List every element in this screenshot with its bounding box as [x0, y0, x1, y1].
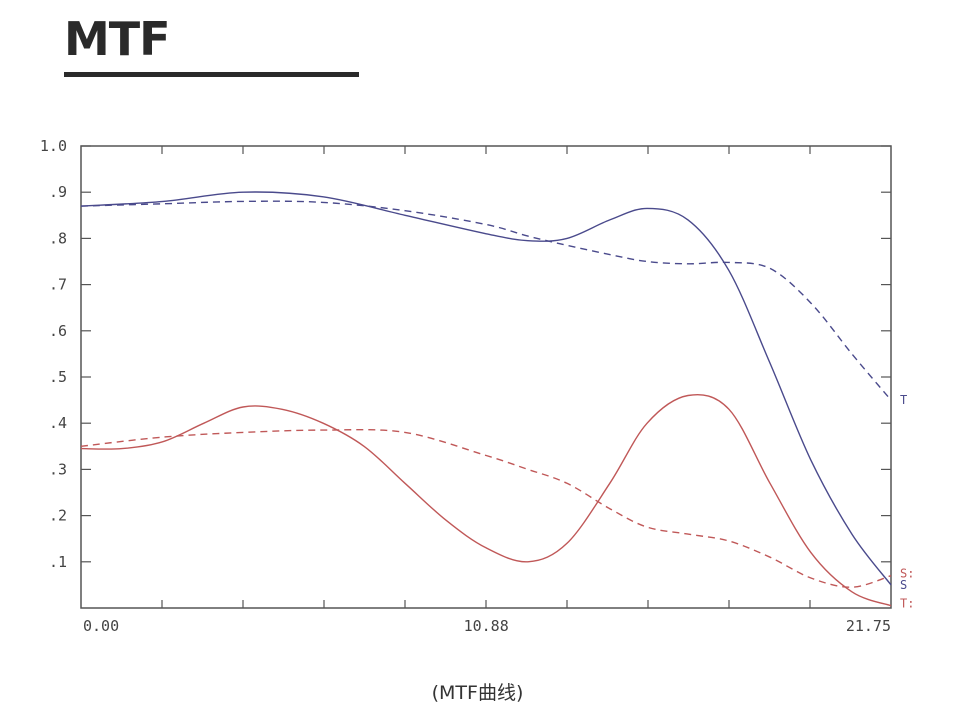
y-tick-label: .9	[49, 183, 67, 201]
y-tick-label: .3	[49, 460, 67, 478]
x-axis: 0.00 10.88 21.75	[83, 146, 891, 635]
y-tick-label: .8	[49, 229, 67, 247]
series-line-s-dashed	[80, 200, 892, 401]
series-line-t-solid	[80, 191, 892, 586]
y-tick-label: .2	[49, 507, 67, 525]
series-line-t-solid	[80, 393, 892, 607]
series-label: T	[900, 393, 907, 407]
y-axis: .1 .2 .3 .4 .5 .6 .7 .8 .9 1.0	[40, 137, 891, 571]
chart-caption: (MTF曲线)	[431, 682, 524, 704]
y-tick-label: .1	[49, 553, 67, 571]
y-tick-label: .4	[49, 414, 67, 432]
series-tags: T SS: T:	[900, 393, 914, 610]
plot-frame	[80, 145, 892, 609]
x-tick-label: 10.88	[464, 617, 509, 635]
series-label: S:	[900, 566, 914, 580]
series-layer	[80, 191, 892, 607]
y-tick-label: .6	[49, 322, 67, 340]
series-label: T:	[900, 596, 914, 610]
series-label: S	[900, 578, 907, 592]
x-tick-label: 0.00	[83, 617, 119, 635]
title-underline	[64, 72, 359, 77]
y-tick-label: .5	[49, 368, 67, 386]
page-title: MTF	[64, 12, 171, 66]
x-tick-label: 21.75	[846, 617, 891, 635]
y-tick-label: .7	[49, 276, 67, 294]
y-tick-label: 1.0	[40, 137, 67, 155]
series-line-s-dashed	[80, 428, 892, 588]
